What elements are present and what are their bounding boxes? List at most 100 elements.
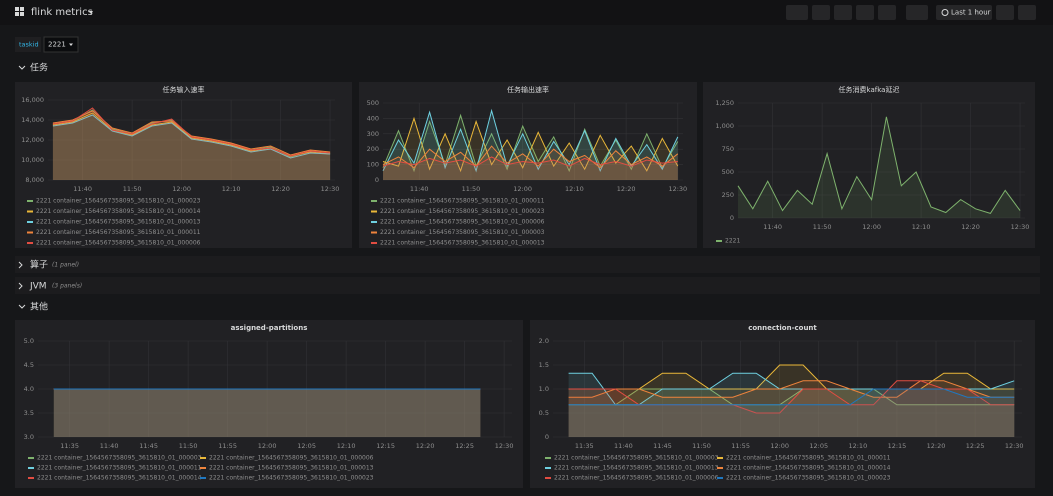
x-tick-label: 11:50: [692, 442, 711, 450]
series-area: [738, 116, 1021, 218]
x-tick-label: 12:20: [961, 223, 980, 231]
y-tick-label: 2.0: [539, 337, 549, 345]
settings-button[interactable]: [878, 5, 896, 20]
legend-label: 2221 container_1564567358095_3615810_01_…: [36, 219, 201, 226]
x-tick-label: 12:00: [770, 442, 789, 450]
panel: [15, 320, 523, 488]
x-tick-label: 12:15: [888, 442, 907, 450]
legend-label: 2221 container_1564567358095_3615810_01_…: [209, 455, 374, 462]
y-tick-label: 1.5: [539, 361, 549, 369]
series-line: [568, 380, 1015, 398]
x-tick-label: 12:15: [376, 442, 395, 450]
x-tick-label: 12:00: [172, 185, 191, 193]
series-area: [383, 156, 678, 180]
x-tick-label: 11:40: [763, 223, 782, 231]
legend-label: 2221 container_1564567358095_3615810_01_…: [554, 465, 719, 472]
series-area: [568, 380, 1015, 437]
series-line: [382, 113, 679, 173]
row-title[interactable]: 其他: [30, 301, 48, 313]
y-tick-label: 750: [722, 145, 734, 153]
x-tick-label: 11:45: [139, 442, 158, 450]
y-tick-label: 0: [375, 176, 379, 184]
y-tick-label: 0: [545, 433, 549, 441]
x-tick-label: 12:30: [668, 185, 687, 193]
y-tick-label: 400: [367, 114, 379, 122]
x-tick-label: 12:00: [513, 185, 532, 193]
x-tick-label: 12:20: [416, 442, 435, 450]
x-tick-label: 12:10: [565, 185, 584, 193]
variable-select[interactable]: [43, 36, 79, 53]
legend-label: 2221 container_1564567358095_3615810_01_…: [554, 475, 719, 482]
y-tick-label: 4.5: [24, 361, 34, 369]
x-tick-label: 12:30: [1005, 442, 1024, 450]
x-tick-label: 11:40: [614, 442, 633, 450]
x-tick-label: 11:50: [123, 185, 142, 193]
x-tick-label: 12:00: [862, 223, 881, 231]
legend-label: 2221 container_1564567358095_3615810_01_…: [209, 475, 374, 482]
y-tick-label: 1,000: [715, 122, 734, 130]
y-tick-label: 100: [367, 161, 379, 169]
row-chevron: [18, 304, 26, 309]
time-range: Last 1 hour: [951, 9, 991, 17]
legend-label: 2221 container_1564567358095_3615810_01_…: [380, 219, 545, 226]
panel: [15, 82, 352, 248]
y-tick-label: 3.0: [24, 433, 34, 441]
series-line: [52, 114, 331, 159]
x-tick-label: 12:30: [321, 185, 340, 193]
x-tick-label: 12:20: [271, 185, 290, 193]
x-tick-label: 12:05: [809, 442, 828, 450]
x-tick-label: 11:40: [73, 185, 92, 193]
y-tick-label: 0: [730, 214, 734, 222]
x-tick-label: 12:05: [297, 442, 316, 450]
y-tick-label: 4.0: [24, 385, 34, 393]
row-chevron: [18, 65, 26, 70]
variable-caret: [69, 43, 73, 46]
series-line: [52, 107, 331, 157]
legend-label: 2221 container_1564567358095_3615810_01_…: [209, 465, 374, 472]
y-tick-label: 500: [722, 168, 734, 176]
series-line: [568, 364, 1015, 390]
legend-label: 2221 container_1564567358095_3615810_01_…: [380, 229, 545, 236]
row-note: (3 panels): [52, 283, 82, 290]
star-button[interactable]: [812, 5, 830, 20]
dashboard-title[interactable]: flink metrics: [31, 7, 93, 18]
legend-label: 2221 container_1564567358095_3615810_01_…: [726, 465, 891, 472]
top-bar: [0, 0, 1053, 25]
x-tick-label: 12:20: [927, 442, 946, 450]
variable-label: taskid: [19, 41, 39, 49]
collapsed-row: [15, 277, 1040, 294]
panel: [530, 320, 1035, 488]
y-tick-label: 300: [367, 130, 379, 138]
tv-mode-button[interactable]: [906, 5, 928, 20]
x-tick-label: 12:30: [495, 442, 514, 450]
zoom-button[interactable]: [996, 5, 1014, 20]
series-area: [568, 380, 1015, 437]
x-tick-label: 12:10: [848, 442, 867, 450]
series-area: [53, 389, 481, 437]
series-line: [382, 108, 679, 173]
x-tick-label: 12:20: [617, 185, 636, 193]
panel: [703, 82, 1035, 248]
row-title[interactable]: 算子: [30, 259, 48, 271]
title-caret: [89, 11, 93, 14]
series-area: [52, 108, 331, 180]
series-area: [52, 113, 331, 180]
share-button[interactable]: [834, 5, 852, 20]
legend-label: 2221: [725, 238, 740, 245]
panel-title: assigned-partitions: [231, 324, 308, 332]
refresh-button[interactable]: [1018, 5, 1036, 20]
x-tick-label: 12:30: [1011, 223, 1030, 231]
save-button[interactable]: [856, 5, 874, 20]
panel-title: 任务输入速率: [163, 85, 205, 94]
row-title[interactable]: 任务: [30, 62, 48, 74]
panel-title: 任务输出速率: [507, 85, 549, 94]
time-picker[interactable]: [936, 5, 992, 20]
y-tick-label: 200: [367, 145, 379, 153]
add-panel-button[interactable]: [786, 5, 808, 20]
row-title[interactable]: JVM: [29, 282, 47, 292]
y-tick-label: 250: [722, 191, 734, 199]
x-tick-label: 11:50: [813, 223, 832, 231]
x-tick-label: 12:10: [222, 185, 241, 193]
x-tick-label: 12:25: [966, 442, 985, 450]
series-line: [382, 116, 679, 173]
